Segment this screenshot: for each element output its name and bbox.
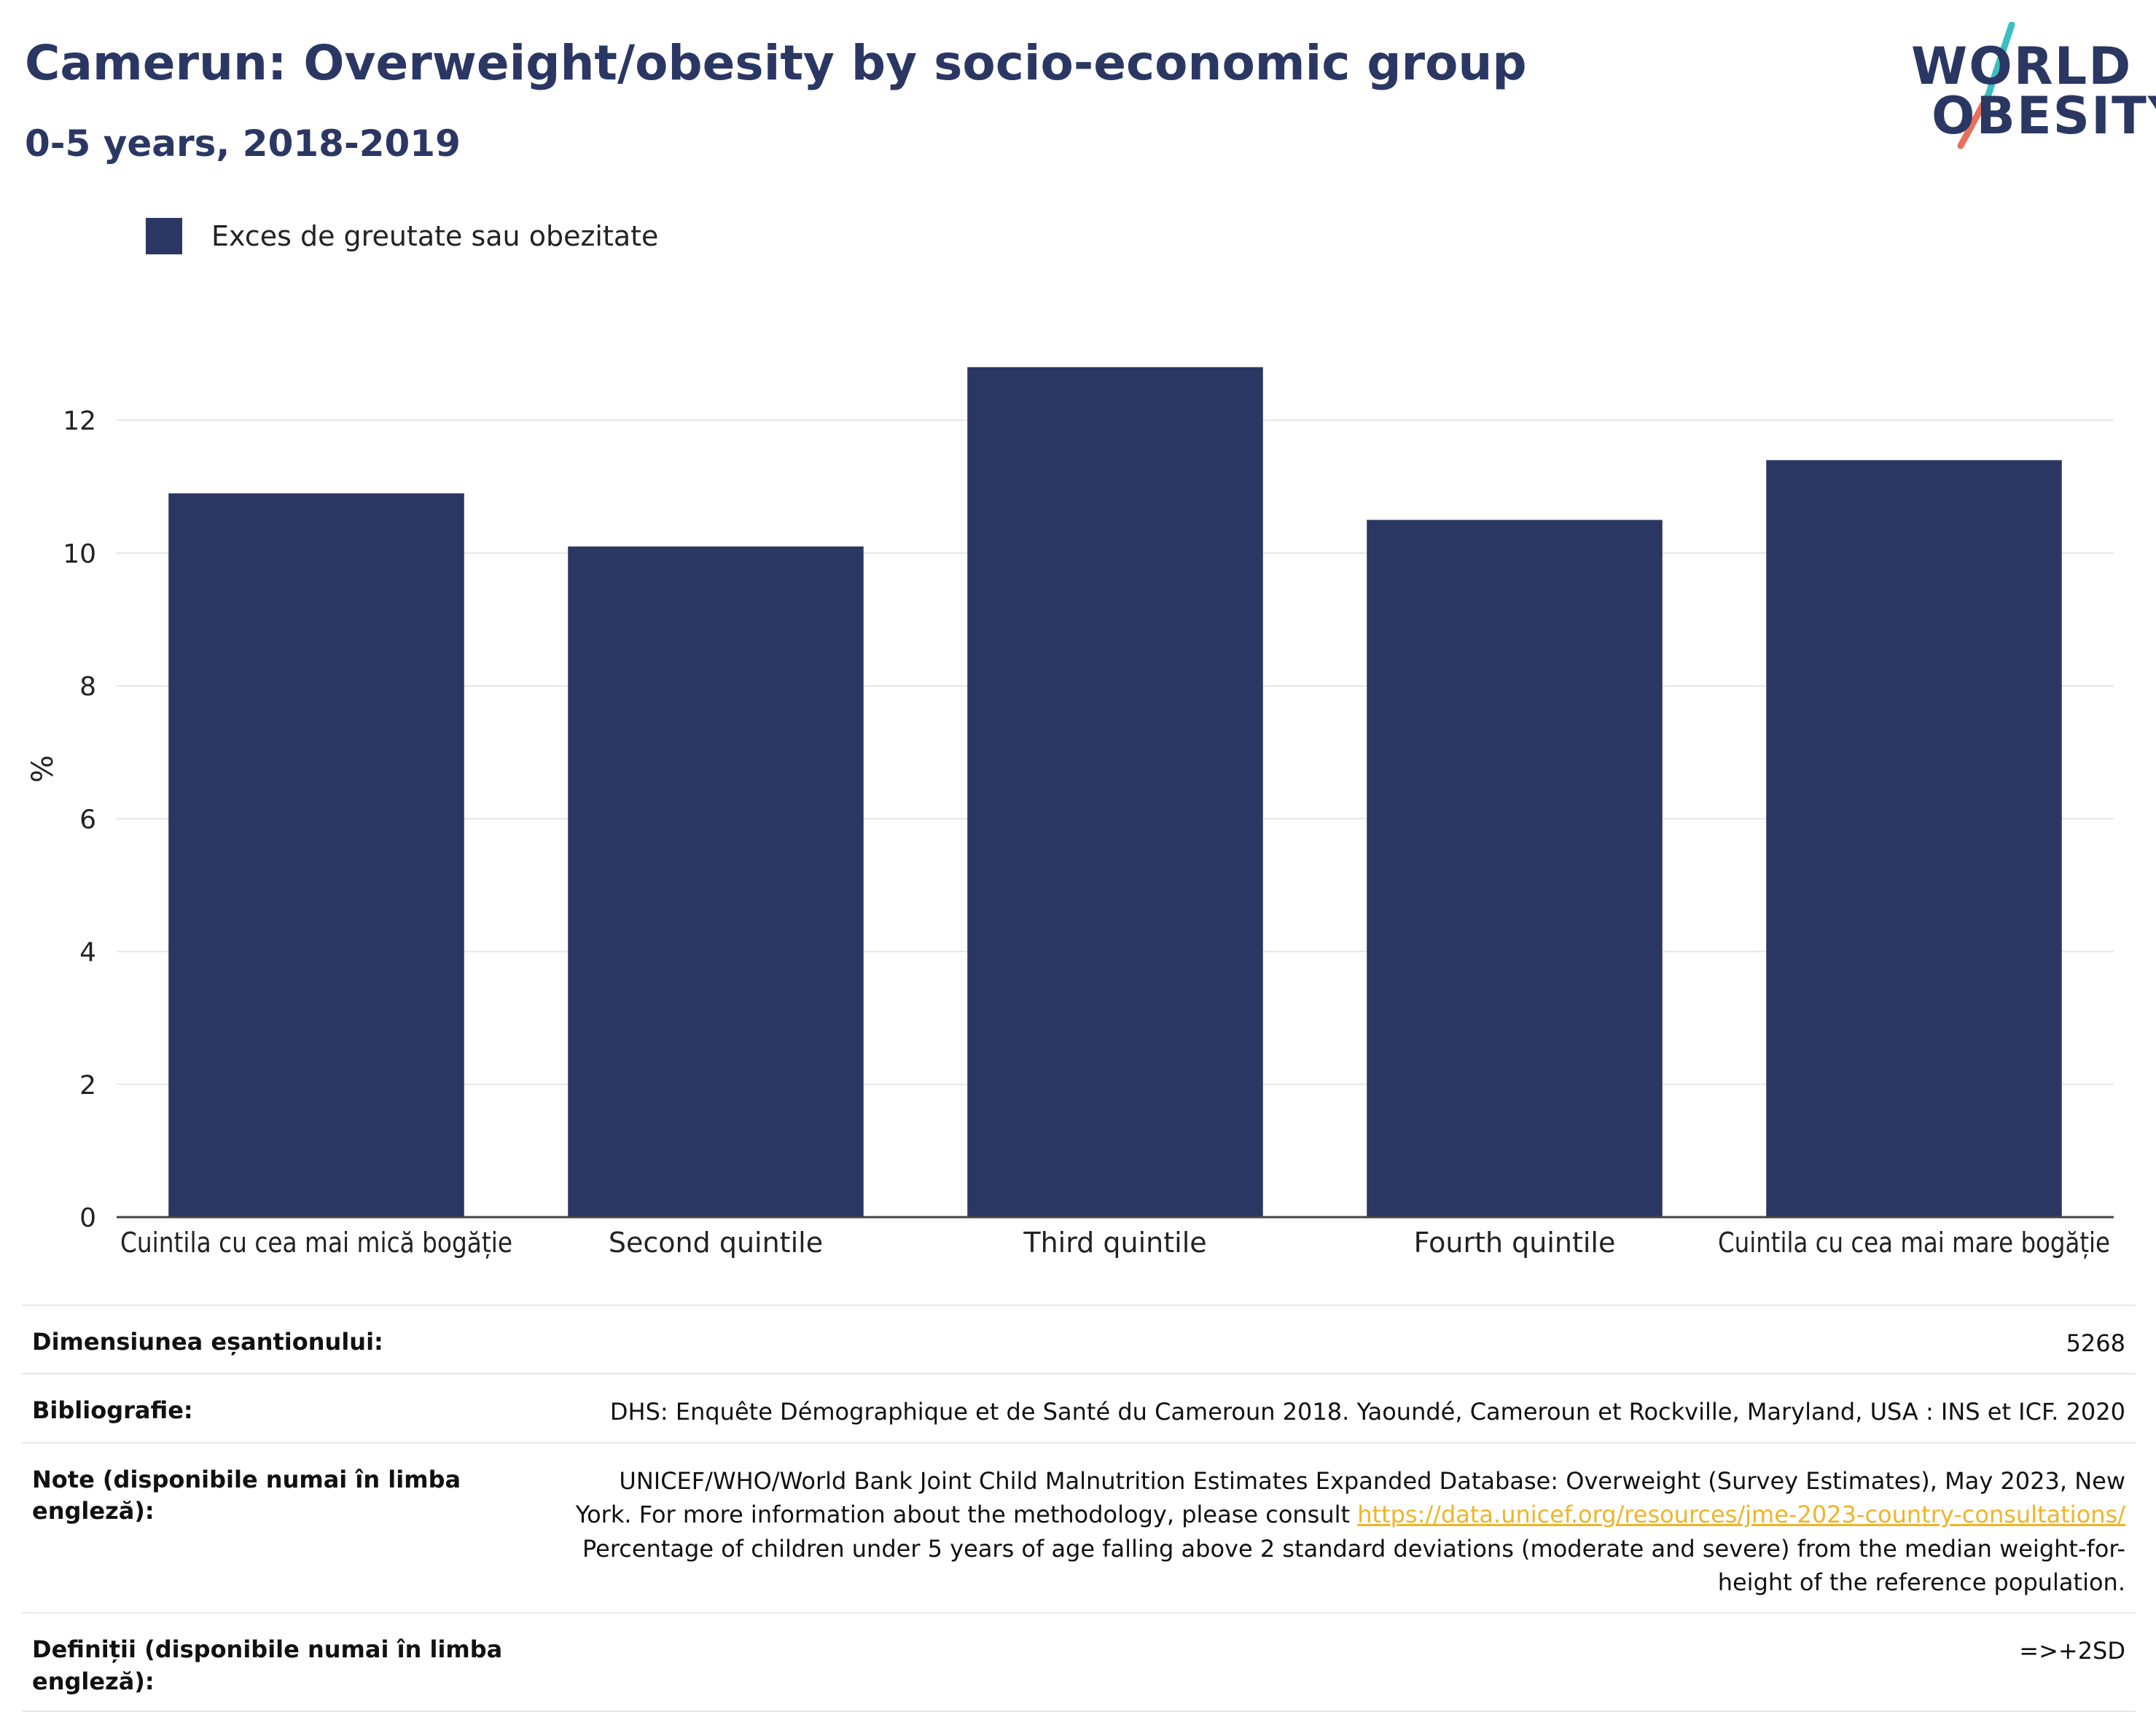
world-obesity-logo[interactable]: WORLD OBESITY xyxy=(1902,22,2156,153)
legend[interactable]: Exces de greutate sau obezitate xyxy=(146,216,658,257)
info-value: =>+2SD xyxy=(2019,1637,2125,1665)
logo-slash-icon xyxy=(1957,22,2015,149)
info-row-definitions: Definiții (disponibile numai în limba en… xyxy=(22,1612,2136,1712)
x-tick-label: Fourth quintile xyxy=(1414,1227,1616,1259)
bar xyxy=(1766,460,2062,1218)
bar-chart: 0 2 4 6 8 10 12% Cuintila cu cea mai mică bogăț… xyxy=(26,367,2114,1259)
info-key: Dimensiunea eșantionului: xyxy=(32,1328,383,1356)
info-value: UNICEF/WHO/World Bank Joint Child Malnut… xyxy=(571,1464,2125,1600)
info-table: Dimensiunea eșantionului: 5268 Bibliogra… xyxy=(22,1305,2136,1712)
info-row-sample-size: Dimensiunea eșantionului: 5268 xyxy=(22,1305,2136,1373)
bar xyxy=(168,493,464,1217)
info-row-notes: Note (disponibile numai în limba engleză… xyxy=(22,1442,2136,1613)
y-tick-label: 8 xyxy=(79,672,96,702)
info-row-bibliography: Bibliografie: DHS: Enquête Démographique… xyxy=(22,1373,2136,1442)
notes-text: UNICEF/WHO/World Bank Joint Child Malnut… xyxy=(575,1466,2125,1529)
info-key: Bibliografie: xyxy=(32,1396,193,1425)
x-tick-label: Cuintila cu cea mai mare bogăție xyxy=(1718,1227,2110,1259)
info-value: 5268 xyxy=(2066,1329,2125,1357)
logo-word-world: WORLD xyxy=(1911,36,2133,96)
x-tick-label: Cuintila cu cea mai mică bogăție xyxy=(120,1227,512,1259)
y-tick-label: 12 xyxy=(63,407,96,437)
y-tick-label: 0 xyxy=(79,1203,96,1233)
y-tick-label: 6 xyxy=(79,805,96,834)
bar xyxy=(967,367,1263,1217)
x-tick-label: Third quintile xyxy=(1023,1227,1206,1259)
bar xyxy=(568,546,864,1217)
x-tick-label: Second quintile xyxy=(609,1227,823,1259)
legend-swatch xyxy=(146,218,182,254)
chart-title: Camerun: Overweight/obesity by socio-eco… xyxy=(25,35,1527,91)
y-tick-label: 4 xyxy=(79,938,96,968)
y-axis-title: % xyxy=(26,755,60,783)
y-tick-label: 10 xyxy=(63,539,96,569)
info-value: DHS: Enquête Démographique et de Santé d… xyxy=(609,1398,2125,1426)
info-key: Definiții (disponibile numai în limba en… xyxy=(32,1635,503,1695)
chart-subtitle: 0-5 years, 2018-2019 xyxy=(25,122,461,165)
bar xyxy=(1367,520,1663,1217)
methodology-link[interactable]: https://data.unicef.org/resources/jme-20… xyxy=(1357,1501,2125,1529)
logo-word-obesity: OBESITY xyxy=(1932,86,2156,146)
y-tick-label: 2 xyxy=(79,1071,96,1101)
info-key: Note (disponibile numai în limba engleză… xyxy=(32,1465,461,1525)
notes-text-continued: Percentage of children under 5 years of … xyxy=(582,1534,2125,1596)
legend-label: Exces de greutate sau obezitate xyxy=(211,220,659,252)
